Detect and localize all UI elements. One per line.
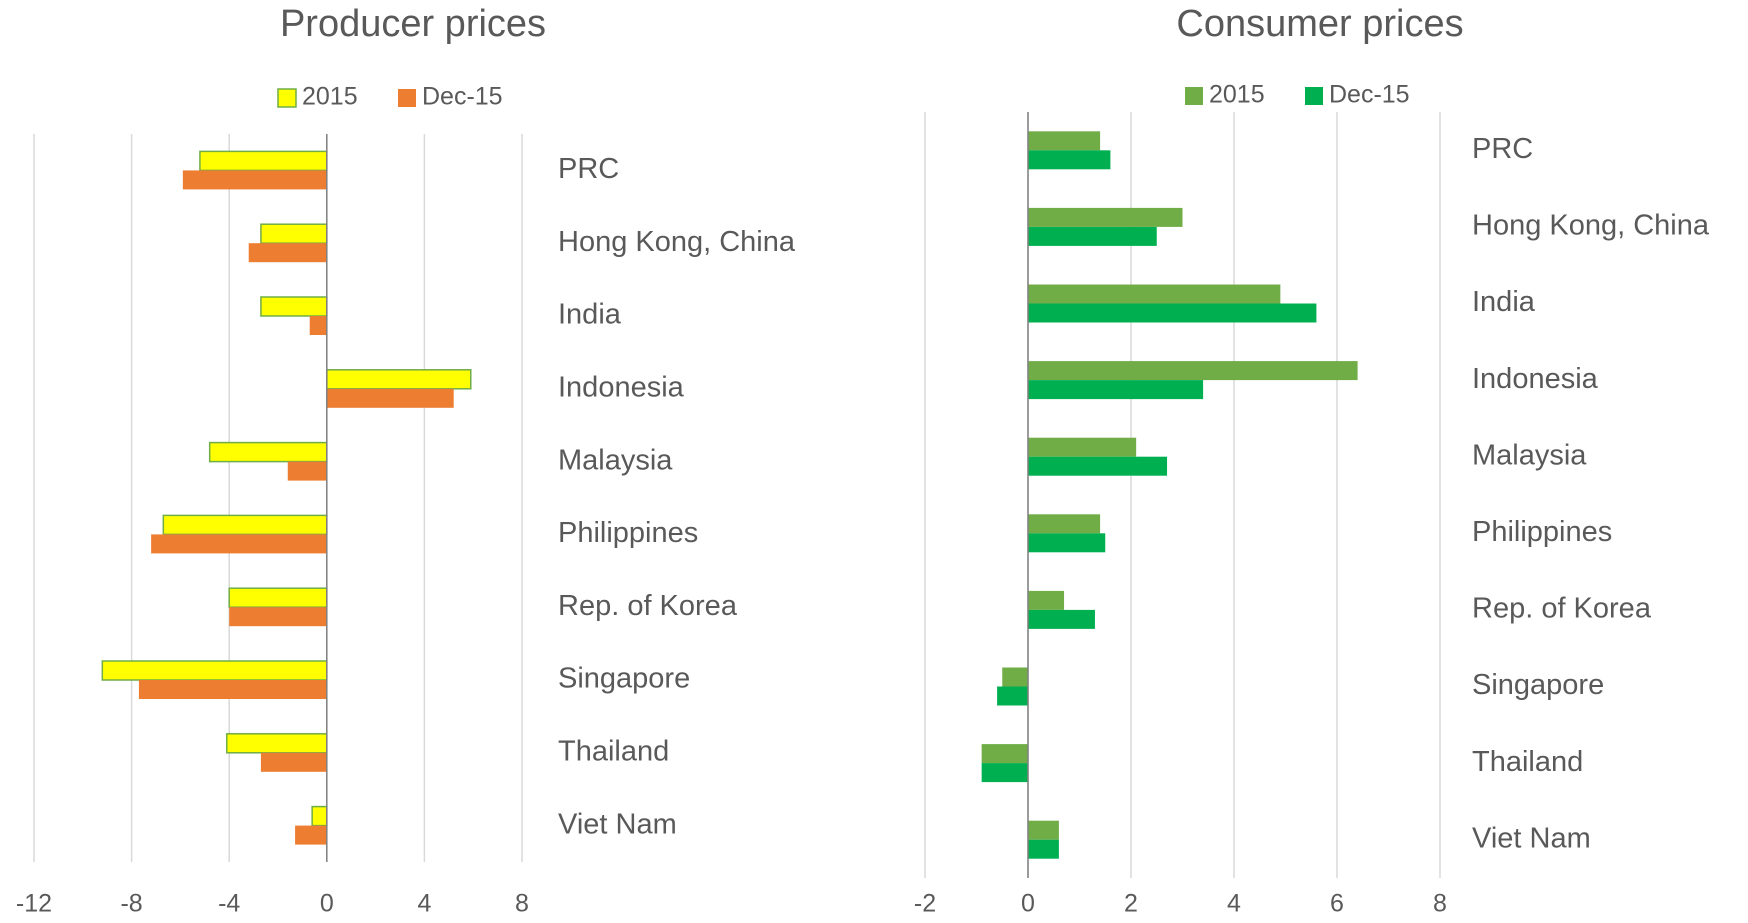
bar (228, 587, 328, 608)
x-tick-label: 0 (320, 890, 334, 918)
category-label: Singapore (1472, 669, 1604, 701)
category-label: Singapore (558, 663, 690, 695)
bar (182, 170, 327, 190)
category-label: Malaysia (1472, 439, 1587, 471)
bar (326, 369, 472, 390)
bar (1028, 131, 1101, 151)
legend-label: Dec-15 (422, 83, 503, 111)
category-label: Malaysia (558, 444, 673, 476)
category-label: Indonesia (1472, 363, 1599, 395)
legend-label: Dec-15 (1329, 81, 1410, 109)
bar (151, 534, 327, 554)
bar (1028, 207, 1183, 227)
bar (981, 744, 1028, 764)
bar (1028, 839, 1059, 859)
x-tick-label: 8 (1433, 890, 1447, 918)
category-label: Hong Kong, China (1472, 210, 1710, 242)
bar (1028, 514, 1101, 534)
category-label: PRC (558, 153, 619, 185)
bar (1002, 667, 1028, 687)
x-tick-label: 6 (1330, 890, 1344, 918)
bar (260, 296, 328, 317)
category-label: Indonesia (558, 371, 685, 403)
category-label: Philippines (558, 517, 698, 549)
bar (162, 514, 328, 536)
bar (208, 441, 328, 463)
x-tick-label: -2 (914, 890, 936, 918)
bar (1028, 437, 1137, 457)
bar (295, 825, 327, 845)
x-tick-label: -12 (16, 890, 52, 918)
category-label: India (558, 299, 622, 331)
bar (981, 763, 1028, 783)
legend-label: 2015 (1209, 81, 1265, 109)
category-label: Philippines (1472, 516, 1612, 548)
bar (1028, 456, 1168, 476)
bar (1028, 609, 1095, 629)
bar (1028, 226, 1157, 246)
category-label: Rep. of Korea (1472, 593, 1652, 625)
chart-title: Consumer prices (1176, 3, 1463, 45)
x-tick-label: 4 (1227, 890, 1241, 918)
bar (229, 607, 327, 627)
bar (311, 805, 328, 827)
bar (1028, 361, 1358, 381)
legend-swatch (277, 88, 297, 108)
bar (1028, 303, 1317, 323)
bar (199, 150, 328, 172)
x-tick-label: -4 (218, 890, 240, 918)
category-label: PRC (1472, 133, 1533, 165)
legend-label: 2015 (302, 83, 358, 111)
category-label: Rep. of Korea (558, 590, 738, 622)
bar (101, 660, 328, 681)
bar (260, 752, 327, 772)
bar (260, 223, 328, 244)
legend-swatch (398, 89, 416, 107)
bar (1028, 150, 1111, 170)
bar (997, 686, 1028, 706)
category-label: Thailand (1472, 746, 1583, 778)
bar (1028, 533, 1106, 553)
bar (1028, 380, 1204, 400)
bar (287, 461, 327, 481)
x-tick-label: 0 (1021, 890, 1035, 918)
chart-title: Producer prices (280, 3, 546, 45)
bar (226, 733, 328, 754)
bar (326, 388, 454, 408)
bar (138, 680, 327, 699)
bar (1028, 284, 1281, 304)
legend-swatch (1305, 87, 1323, 105)
x-tick-label: 4 (417, 890, 431, 918)
x-tick-label: 2 (1124, 890, 1138, 918)
category-label: Thailand (558, 735, 669, 767)
category-label: Hong Kong, China (558, 226, 796, 258)
legend-swatch (1185, 87, 1203, 105)
category-label: India (1472, 286, 1536, 318)
x-tick-label: 8 (515, 890, 529, 918)
bar (248, 243, 327, 263)
category-label: Viet Nam (1472, 822, 1591, 854)
x-tick-label: -8 (120, 890, 142, 918)
category-label: Viet Nam (558, 808, 677, 840)
bar (1028, 820, 1059, 840)
bar (1028, 590, 1065, 610)
bar (309, 316, 327, 335)
